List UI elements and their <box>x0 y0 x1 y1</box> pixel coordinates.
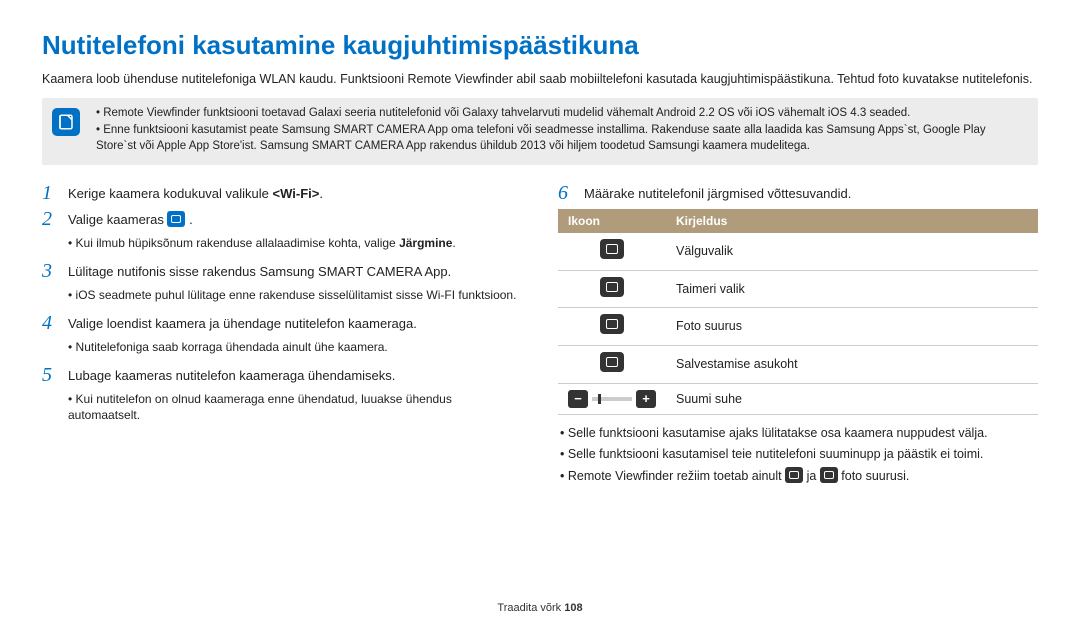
step-number: 3 <box>42 261 58 281</box>
table-row: Foto suurus <box>558 308 1038 346</box>
step-text: Määrake nutitelefonil järgmised võttesuv… <box>584 183 1038 203</box>
note-box: Remote Viewfinder funktsiooni toetavad G… <box>42 98 1038 165</box>
step-text: Valige loendist kaamera ja ühendage nuti… <box>68 313 522 333</box>
options-table: Ikoon Kirjeldus Välguvalik Taimeri valik… <box>558 209 1038 416</box>
intro-text: Kaamera loob ühenduse nutitelefoniga WLA… <box>42 71 1038 88</box>
flash-icon <box>600 239 624 259</box>
note-icon <box>52 108 80 136</box>
step-text: Lülitage nutifonis sisse rakendus Samsun… <box>68 261 522 281</box>
info-bullet: Remote Viewfinder režiim toetab ainult j… <box>560 467 1038 485</box>
size-icon <box>600 314 624 334</box>
size-icon <box>820 467 838 483</box>
sub-bullet: Nutitelefoniga saab korraga ühendada ain… <box>68 339 522 355</box>
table-row: Taimeri valik <box>558 270 1038 308</box>
right-column: 6 Määrake nutitelefonil järgmised võttes… <box>558 183 1038 489</box>
table-header-desc: Kirjeldus <box>666 209 1038 233</box>
step-number: 2 <box>42 209 58 229</box>
step-number: 1 <box>42 183 58 203</box>
storage-icon <box>600 352 624 372</box>
sub-bullet: Kui nutitelefon on olnud kaameraga enne … <box>68 391 522 423</box>
page-footer: Traadita võrk 108 <box>0 601 1080 616</box>
sub-bullet: iOS seadmete puhul lülitage enne rakendu… <box>68 287 522 303</box>
step-text: Valige kaameras . <box>68 209 522 229</box>
table-row: Välguvalik <box>558 233 1038 270</box>
step-number: 4 <box>42 313 58 333</box>
timer-icon <box>600 277 624 297</box>
size-icon <box>785 467 803 483</box>
page-title: Nutitelefoni kasutamine kaugjuhtimispääs… <box>42 28 1038 63</box>
table-row: −+ Suumi suhe <box>558 384 1038 415</box>
app-icon <box>167 211 185 227</box>
table-header-icon: Ikoon <box>558 209 666 233</box>
note-item: Enne funktsiooni kasutamist peate Samsun… <box>96 123 1026 154</box>
note-item: Remote Viewfinder funktsiooni toetavad G… <box>96 106 1026 122</box>
step-number: 6 <box>558 183 574 203</box>
info-bullet: Selle funktsiooni kasutamise ajaks lülit… <box>560 425 1038 442</box>
step-number: 5 <box>42 365 58 385</box>
info-bullet: Selle funktsiooni kasutamisel teie nutit… <box>560 446 1038 463</box>
step-text: Kerige kaamera kodukuval valikule <Wi-Fi… <box>68 183 522 203</box>
step-text: Lubage kaameras nutitelefon kaameraga üh… <box>68 365 522 385</box>
sub-bullet: Kui ilmub hüpiksõnum rakenduse allalaadi… <box>68 235 522 251</box>
left-column: 1 Kerige kaamera kodukuval valikule <Wi-… <box>42 183 522 489</box>
table-row: Salvestamise asukoht <box>558 346 1038 384</box>
zoom-control-icon: −+ <box>568 390 656 408</box>
